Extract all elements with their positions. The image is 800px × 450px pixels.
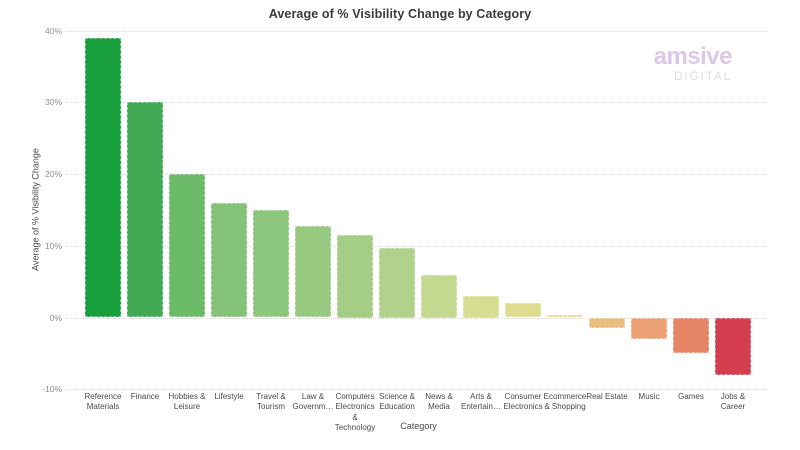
bar-law-&-governm… xyxy=(295,225,331,318)
x-category-label: Jobs & Career xyxy=(720,392,746,412)
y-tick-label: 0% xyxy=(49,312,62,323)
bar-reference-materials xyxy=(85,37,121,318)
x-category-label: Music xyxy=(638,392,660,401)
amsive-digital-logo: amsive DIGITAL xyxy=(653,43,733,84)
x-category-label: Travel & Tourism xyxy=(256,392,286,412)
x-category-label: Computers Electronics & Technology xyxy=(334,392,376,433)
bar-computers-electronics-&-technology xyxy=(337,235,373,318)
bar-finance xyxy=(127,102,163,318)
bar-jobs-&-career xyxy=(715,317,751,375)
x-category-label: Consumer Electronics xyxy=(503,392,543,412)
bar-hobbies-&-leisure xyxy=(169,174,205,318)
x-category-label: Finance xyxy=(130,392,160,401)
y-tick-label: 10% xyxy=(44,240,62,251)
bar-consumer-electronics xyxy=(505,303,541,318)
gridline-40% xyxy=(66,30,768,32)
bar-ecommerce-&-shopping xyxy=(547,315,583,318)
gridline-30% xyxy=(66,102,768,104)
x-axis-title: Category xyxy=(400,421,437,431)
y-tick-label: -10% xyxy=(42,384,62,395)
bar-science-&-education xyxy=(379,248,415,318)
gridline-20% xyxy=(66,174,768,176)
bar-games xyxy=(673,317,709,354)
logo-subtext: DIGITAL xyxy=(674,71,732,83)
gridline--10% xyxy=(66,389,768,391)
x-category-label: News & Media xyxy=(425,392,453,412)
x-category-label: Arts & Entertain… xyxy=(460,392,502,412)
bar-news-&-media xyxy=(421,274,457,318)
bar-travel-&-tourism xyxy=(253,209,289,318)
x-category-label: Real Estate xyxy=(586,392,628,401)
x-category-label: Hobbies & Leisure xyxy=(168,392,206,412)
bar-arts-&-entertain… xyxy=(463,296,499,318)
x-category-label: Games xyxy=(678,392,704,401)
bar-lifestyle xyxy=(211,202,247,318)
y-tick-label: 30% xyxy=(44,97,62,108)
gridline-0% xyxy=(66,317,768,319)
x-category-label: Science & Education xyxy=(378,392,416,412)
bar-music xyxy=(631,317,667,339)
gridline-10% xyxy=(66,245,768,247)
y-tick-label: 20% xyxy=(44,169,62,180)
y-tick-label: 40% xyxy=(44,25,62,36)
logo-wordmark: amsive xyxy=(653,43,733,70)
x-category-label: Ecommerce & Shopping xyxy=(543,392,587,412)
chart-title: Average of % Visibility Change by Catego… xyxy=(268,7,532,21)
bar-real-estate xyxy=(589,317,625,329)
x-category-label: Law & Governm… xyxy=(292,392,334,412)
x-category-label: Reference Materials xyxy=(84,392,122,412)
x-category-label: Lifestyle xyxy=(214,392,244,401)
